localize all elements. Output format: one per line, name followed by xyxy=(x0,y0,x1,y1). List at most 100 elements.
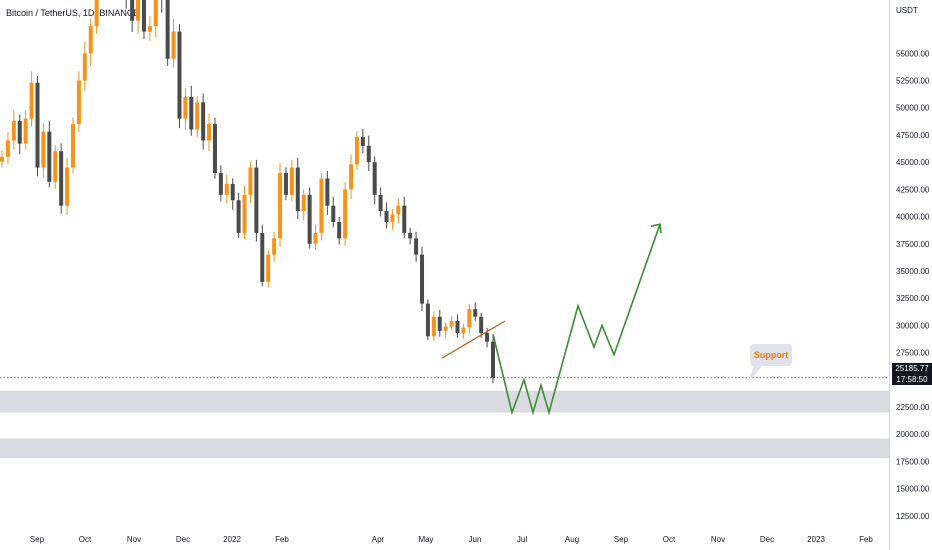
y-tick-label: 35000.00 xyxy=(896,267,930,276)
chart-title: Bitcoin / TetherUS, 1D, BINANCE xyxy=(6,8,140,18)
candle-body xyxy=(242,194,247,233)
x-tick-label: Nov xyxy=(127,535,141,544)
candle-body xyxy=(467,309,472,328)
candle-body xyxy=(17,120,22,144)
candle-body xyxy=(260,232,265,282)
candle-body xyxy=(224,183,229,195)
candle-body xyxy=(5,140,10,157)
candle-body xyxy=(396,205,401,215)
last-price-value: 25185.77 xyxy=(895,364,929,373)
candle-body xyxy=(272,238,277,255)
y-tick-label: 30000.00 xyxy=(896,321,930,330)
candle-body xyxy=(449,321,454,327)
candle-body xyxy=(301,194,306,212)
x-tick-label: May xyxy=(418,535,433,544)
candle-body xyxy=(378,194,383,212)
candle-body xyxy=(153,0,158,27)
candle-body xyxy=(390,214,395,223)
projection-arrowhead xyxy=(650,223,662,234)
candle-body xyxy=(230,183,235,201)
candle-body xyxy=(147,26,152,32)
candle-body xyxy=(337,222,342,239)
candle-body xyxy=(283,173,288,195)
candle-body xyxy=(41,131,46,168)
candle-body xyxy=(354,137,359,165)
y-tick-label: 40000.00 xyxy=(896,213,930,222)
candle-body xyxy=(437,316,442,331)
y-tick-label: 17500.00 xyxy=(896,457,930,466)
x-tick-label: Dec xyxy=(176,535,190,544)
candle-body xyxy=(278,173,283,239)
trendline xyxy=(441,320,506,359)
x-tick-label: Feb xyxy=(859,535,873,544)
candle-body xyxy=(408,232,413,239)
candle-body xyxy=(201,102,206,141)
x-tick-label: Nov xyxy=(711,535,725,544)
x-tick-label: Sep xyxy=(614,535,629,544)
y-tick-label: 55000.00 xyxy=(896,49,930,58)
candle-body xyxy=(65,167,70,206)
candle-body xyxy=(491,341,495,378)
support-zone-2 xyxy=(0,438,889,459)
candle-body xyxy=(372,162,377,195)
x-tick-label: 2023 xyxy=(807,535,825,544)
currency-label: USDT xyxy=(896,6,918,15)
last-price-badge: 25185.77 17:58:50 xyxy=(892,363,932,385)
x-tick-label: Sep xyxy=(30,535,45,544)
support-callout[interactable]: Support xyxy=(750,344,792,366)
candle-body xyxy=(29,82,34,119)
x-tick-label: 2022 xyxy=(223,535,241,544)
candle-body xyxy=(431,316,436,337)
x-tick-label: Oct xyxy=(663,535,676,544)
candle-body xyxy=(414,238,419,255)
candle-body xyxy=(0,156,4,162)
y-tick-label: 37500.00 xyxy=(896,240,930,249)
candle-body xyxy=(82,53,87,81)
candle-body xyxy=(289,167,294,195)
candle-body xyxy=(53,151,58,182)
y-tick-label: 12500.00 xyxy=(896,512,930,521)
candle-body xyxy=(47,131,52,182)
candle-body xyxy=(485,333,490,342)
candle-body xyxy=(236,200,241,233)
candle-body xyxy=(254,167,259,233)
candle-body xyxy=(59,151,64,206)
candle-body xyxy=(479,316,484,334)
price-axis[interactable] xyxy=(889,0,932,550)
candle-body xyxy=(165,0,170,59)
x-tick-label: Jul xyxy=(517,535,527,544)
candle-body xyxy=(420,254,425,304)
candle-body xyxy=(349,164,354,190)
candle-body xyxy=(266,254,271,282)
support-callout-tail xyxy=(747,366,762,384)
candle-body xyxy=(76,80,81,125)
candle-body xyxy=(331,205,336,223)
y-tick-label: 27500.00 xyxy=(896,349,930,358)
candle-body xyxy=(343,189,348,239)
candle-body xyxy=(455,321,460,334)
candle-body xyxy=(325,178,330,206)
candle-body xyxy=(130,0,135,21)
candle-body xyxy=(307,194,312,244)
candle-body xyxy=(248,167,253,195)
candle-body xyxy=(177,31,182,119)
candle-body xyxy=(384,211,389,223)
candle-body xyxy=(70,124,75,168)
y-tick-label: 32500.00 xyxy=(896,294,930,303)
candle-body xyxy=(360,137,365,146)
candle-body xyxy=(443,326,448,331)
x-tick-label: Aug xyxy=(565,535,579,544)
candle-body xyxy=(402,205,407,233)
candle-body xyxy=(313,232,318,244)
x-tick-label: Apr xyxy=(372,535,385,544)
candle-body xyxy=(35,82,40,168)
candle-body xyxy=(94,0,99,27)
candle-body xyxy=(136,0,141,21)
candle-body xyxy=(141,0,146,32)
candle-body xyxy=(171,31,176,59)
x-tick-label: Feb xyxy=(275,535,289,544)
y-tick-label: 20000.00 xyxy=(896,430,930,439)
candle-body xyxy=(425,303,430,337)
y-tick-label: 42500.00 xyxy=(896,185,930,194)
